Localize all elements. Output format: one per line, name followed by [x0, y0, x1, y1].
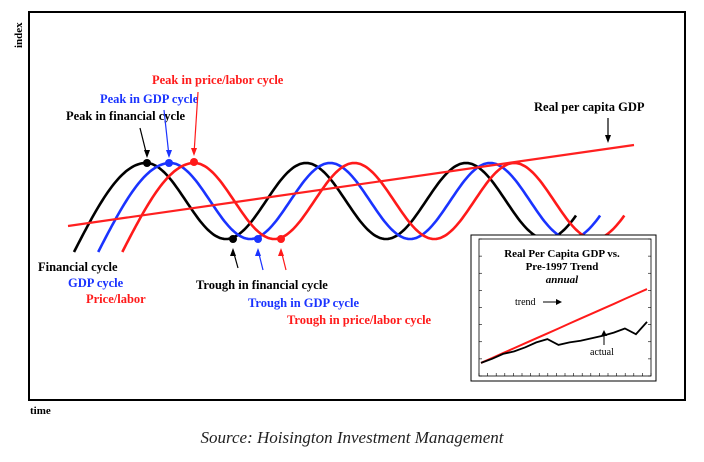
inset-arrowhead-trend — [556, 299, 562, 305]
arrow-peak-gdp — [163, 109, 170, 157]
trough-dot-gdp — [254, 235, 262, 243]
label-peak-gdp: Peak in GDP cycle — [100, 92, 199, 106]
inset-title-2: Pre-1997 Trend — [526, 261, 599, 273]
arrowhead-peak-gdp — [166, 150, 172, 158]
arrowhead-trough-gdp — [255, 248, 261, 256]
arrowhead-peak-price — [191, 148, 197, 156]
trough-dot-financial — [229, 235, 237, 243]
inset-label-trend: trend — [515, 297, 536, 308]
inset-title: Real Per Capita GDP vs. — [504, 248, 620, 260]
inset-series-trend — [480, 288, 648, 364]
arrowhead-peak-fin — [144, 150, 150, 158]
inset-series-actual — [480, 321, 648, 364]
y-axis-label: index — [13, 22, 25, 48]
series-line-price-labor — [121, 161, 626, 253]
inset-frame — [470, 234, 657, 382]
arrowhead-real-gdp — [605, 135, 611, 143]
arrow-peak-price — [193, 91, 199, 155]
arrowhead-trough-fin — [230, 248, 236, 256]
inset-subtitle: annual — [546, 274, 579, 286]
legend-financial: Financial cycle — [38, 260, 118, 274]
x-axis-label: time — [30, 405, 51, 417]
inset-chart: Real Per Capita GDP vs. Pre-1997 Trend a… — [470, 234, 657, 382]
label-real-gdp: Real per capita GDP — [534, 100, 645, 114]
label-peak-fin: Peak in financial cycle — [66, 109, 186, 123]
source-caption: Source: Hoisington Investment Management — [200, 428, 504, 447]
trend-line-real-per-capita-gdp — [67, 143, 635, 228]
label-trough-gdp: Trough in GDP cycle — [248, 296, 359, 310]
arrowheads — [144, 135, 611, 256]
peak-dot-financial — [143, 159, 151, 167]
inset-label-actual: actual — [590, 347, 614, 358]
label-trough-fin: Trough in financial cycle — [196, 278, 328, 292]
peak-dot-gdp — [165, 159, 173, 167]
arrowhead-trough-price — [278, 248, 284, 256]
trough-dot-price — [277, 235, 285, 243]
legend-gdp: GDP cycle — [68, 276, 124, 290]
label-peak-price: Peak in price/labor cycle — [152, 73, 284, 87]
peak-dot-price — [190, 158, 198, 166]
legend-price: Price/labor — [86, 292, 146, 306]
inset-arrowhead-actual — [601, 330, 607, 336]
label-trough-price: Trough in price/labor cycle — [287, 313, 432, 327]
